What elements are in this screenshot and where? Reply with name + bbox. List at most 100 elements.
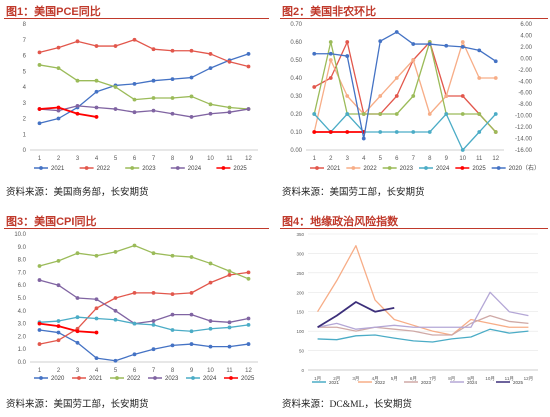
data-point xyxy=(312,85,317,89)
y-tick-label: 2 xyxy=(23,117,27,123)
data-point xyxy=(411,94,416,98)
y-tick-label: 3.0 xyxy=(18,322,27,328)
data-point xyxy=(132,321,137,326)
data-point xyxy=(493,130,498,134)
data-point xyxy=(132,243,137,248)
y-right-tick-label: 4.00 xyxy=(520,33,532,39)
series-line xyxy=(313,41,497,133)
data-point xyxy=(151,290,156,295)
x-tick-label: 12 xyxy=(245,156,252,162)
data-point xyxy=(170,328,175,332)
y-tick-label: 0.60 xyxy=(290,40,302,46)
series-line xyxy=(39,244,249,280)
data-point xyxy=(151,322,156,327)
x-tick-label: 11 xyxy=(226,368,233,374)
y-tick-label: 10.0 xyxy=(14,232,26,238)
source-note: 资料来源：美国劳工部，长安期货 xyxy=(282,188,425,198)
x-tick-label: 7 xyxy=(412,156,416,162)
y-tick-label: 6.0 xyxy=(18,283,27,289)
data-point xyxy=(75,104,80,108)
data-point xyxy=(94,356,99,361)
data-point xyxy=(208,319,213,323)
y-tick-label: 7 xyxy=(23,38,27,44)
data-point xyxy=(56,45,61,50)
data-point xyxy=(378,94,383,98)
x-tick-label: 10 xyxy=(459,156,466,162)
data-point xyxy=(189,255,194,259)
data-point xyxy=(493,59,498,64)
y-tick-label: 150 xyxy=(296,310,304,315)
data-point xyxy=(94,78,99,83)
legend-label: 2023 xyxy=(421,380,432,385)
data-point xyxy=(75,329,80,334)
data-point xyxy=(37,278,42,282)
data-point xyxy=(394,94,399,98)
x-tick-label: 8 xyxy=(171,156,175,162)
series-line xyxy=(317,301,395,329)
source-note: 资料来源：美国劳工部，长安期货 xyxy=(6,400,149,410)
y-tick-label: 0.30 xyxy=(290,94,302,100)
x-tick-label: 11 xyxy=(476,156,483,162)
y-right-tick-label: 0.00 xyxy=(520,56,532,62)
data-point xyxy=(37,321,42,326)
title-rule xyxy=(4,18,269,19)
data-point xyxy=(246,52,251,56)
data-point xyxy=(37,328,42,332)
data-point xyxy=(227,273,232,277)
data-point xyxy=(151,47,156,52)
legend-marker xyxy=(115,376,119,380)
y-right-tick-label: 6.00 xyxy=(520,22,532,28)
title-rule xyxy=(280,228,548,229)
x-tick-label: 9 xyxy=(190,156,194,162)
legend-marker xyxy=(77,376,81,380)
y-tick-label: 0 xyxy=(301,368,304,373)
data-point xyxy=(460,94,465,98)
data-point xyxy=(246,107,251,111)
y-right-tick-label: 2.00 xyxy=(520,45,532,51)
data-point xyxy=(328,76,333,80)
data-point xyxy=(378,130,383,134)
y-tick-label: 6 xyxy=(23,54,27,60)
data-point xyxy=(328,130,333,134)
data-point xyxy=(427,130,432,134)
x-tick-label: 1 xyxy=(38,156,42,162)
legend-marker xyxy=(496,166,501,170)
series-line xyxy=(317,328,529,343)
legend-label: 2022 xyxy=(97,166,111,172)
data-point xyxy=(75,39,80,44)
y-tick-label: 5.0 xyxy=(18,296,27,302)
data-point xyxy=(361,136,366,141)
data-point xyxy=(75,340,80,345)
data-point xyxy=(460,148,465,152)
x-tick-label: 4 xyxy=(95,156,99,162)
data-point xyxy=(113,296,118,300)
data-point xyxy=(361,112,366,116)
x-tick-label: 4月 xyxy=(372,376,379,382)
legend-label: 2025 xyxy=(472,166,486,172)
series-line xyxy=(39,64,249,110)
data-point xyxy=(94,330,99,335)
x-tick-label: 1 xyxy=(38,368,42,374)
y-tick-label: 5 xyxy=(23,69,27,75)
data-point xyxy=(493,112,498,116)
data-point xyxy=(75,296,80,300)
data-point xyxy=(444,112,449,116)
x-tick-label: 8 xyxy=(171,368,175,374)
legend-label: 2024 xyxy=(436,166,450,172)
data-point xyxy=(378,112,383,116)
legend-marker xyxy=(221,166,226,170)
data-point xyxy=(151,78,156,83)
data-point xyxy=(460,112,465,116)
x-tick-label: 4 xyxy=(95,368,99,374)
y-tick-label: 8 xyxy=(23,22,27,28)
series-line xyxy=(313,113,497,151)
data-point xyxy=(477,130,482,134)
data-point xyxy=(411,58,416,62)
data-point xyxy=(113,250,118,254)
series-line xyxy=(317,245,529,336)
x-tick-label: 1月 xyxy=(314,376,321,382)
data-point xyxy=(56,116,61,121)
data-point xyxy=(444,94,449,98)
data-point xyxy=(94,316,99,321)
data-point xyxy=(345,40,350,44)
